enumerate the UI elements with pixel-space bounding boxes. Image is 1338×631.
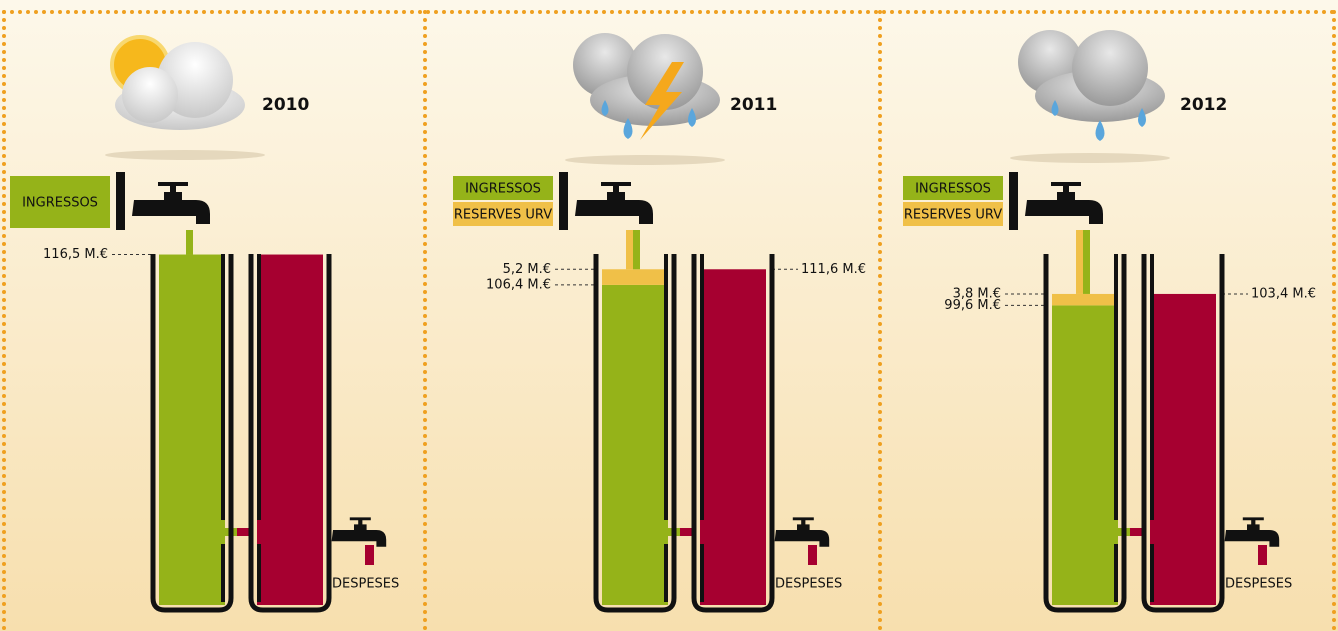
outflow-drip xyxy=(365,545,374,565)
tap-bar xyxy=(559,172,568,230)
value-label: 111,6 M.€ xyxy=(801,262,866,277)
inflow-label: INGRESSOS xyxy=(465,182,541,197)
value-label: 5,2 M.€ xyxy=(503,262,551,277)
inflow-label: RESERVES URV xyxy=(454,208,552,223)
year-title: 2011 xyxy=(730,95,777,115)
tap-bar xyxy=(1009,172,1018,230)
value-label: 116,5 M.€ xyxy=(43,247,108,262)
stack-segment xyxy=(602,285,668,605)
stack-segment xyxy=(159,255,225,605)
outflow-label: DESPESES xyxy=(1225,577,1292,592)
stack-segment xyxy=(1052,294,1118,305)
outflow-level xyxy=(700,269,766,605)
inflow-stream xyxy=(1083,230,1090,294)
stack-segment xyxy=(602,269,668,285)
year-title: 2012 xyxy=(1180,95,1227,115)
value-label: 103,4 M.€ xyxy=(1251,286,1316,301)
inflow-label: RESERVES URV xyxy=(904,208,1002,223)
infographic: 2010 INGRESSOS 116,5 M.€ DESPESES 2011 INGRES… xyxy=(0,0,1338,631)
outflow-drip xyxy=(1258,545,1267,565)
value-label: 3,8 M.€ xyxy=(953,286,1001,301)
inflow-stream xyxy=(633,230,640,269)
outflow-level xyxy=(1150,294,1216,605)
tap-bar xyxy=(116,172,125,230)
inflow-stream xyxy=(186,230,193,255)
inflow-stream xyxy=(1076,230,1083,294)
inflow-stream xyxy=(626,230,633,269)
year-title: 2010 xyxy=(262,95,309,115)
outflow-label: DESPESES xyxy=(775,577,842,592)
value-label: 106,4 M.€ xyxy=(486,277,551,292)
outflow-level xyxy=(257,255,323,605)
outflow-label: DESPESES xyxy=(332,577,399,592)
inflow-label: INGRESSOS xyxy=(915,182,991,197)
outflow-drip xyxy=(808,545,817,565)
inflow-label: INGRESSOS xyxy=(22,196,98,211)
stack-segment xyxy=(1052,305,1118,605)
